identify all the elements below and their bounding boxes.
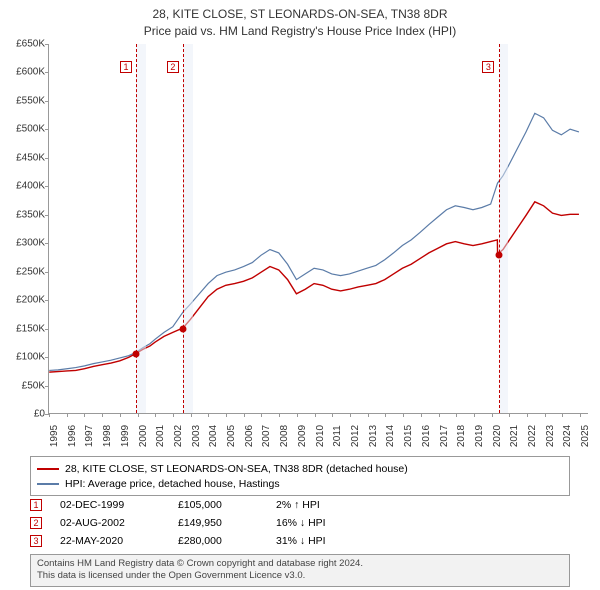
- x-tick-label: 2019: [474, 425, 485, 447]
- footer-line-1: Contains HM Land Registry data © Crown c…: [37, 558, 563, 570]
- title-block: 28, KITE CLOSE, ST LEONARDS-ON-SEA, TN38…: [0, 0, 600, 40]
- event-date: 02-DEC-1999: [60, 499, 160, 511]
- footer-attribution: Contains HM Land Registry data © Crown c…: [30, 554, 570, 587]
- event-band: [499, 44, 509, 413]
- y-tick-label: £400K: [5, 181, 45, 192]
- x-tick-label: 1996: [67, 425, 78, 447]
- legend-box: 28, KITE CLOSE, ST LEONARDS-ON-SEA, TN38…: [30, 456, 570, 496]
- x-tick-label: 2007: [261, 425, 272, 447]
- x-tick-label: 1995: [49, 425, 60, 447]
- event-row: 3 22-MAY-2020 £280,000 31% ↓ HPI: [30, 532, 570, 550]
- y-tick-label: £50K: [5, 380, 45, 391]
- event-price: £105,000: [178, 499, 258, 511]
- event-date: 02-AUG-2002: [60, 517, 160, 529]
- price-dot: [495, 251, 502, 258]
- x-tick-label: 2003: [191, 425, 202, 447]
- event-band: [136, 44, 146, 413]
- event-marker-icon: 1: [120, 61, 132, 73]
- x-tick-label: 2012: [350, 425, 361, 447]
- y-tick-label: £600K: [5, 67, 45, 78]
- x-tick-label: 2009: [297, 425, 308, 447]
- x-tick-label: 2002: [173, 425, 184, 447]
- x-tick-label: 2018: [456, 425, 467, 447]
- legend-row: HPI: Average price, detached house, Hast…: [37, 476, 563, 491]
- events-table: 1 02-DEC-1999 £105,000 2% ↑ HPI 2 02-AUG…: [30, 496, 570, 550]
- event-vline: [183, 44, 184, 413]
- y-tick-label: £0: [5, 409, 45, 420]
- x-tick-label: 2013: [368, 425, 379, 447]
- x-tick-label: 1997: [84, 425, 95, 447]
- x-tick-label: 2000: [138, 425, 149, 447]
- title-subtitle: Price paid vs. HM Land Registry's House …: [0, 23, 600, 40]
- event-diff: 31% ↓ HPI: [276, 535, 386, 547]
- event-marker-icon: 2: [30, 517, 42, 529]
- y-tick-label: £200K: [5, 295, 45, 306]
- legend-label-series-1: HPI: Average price, detached house, Hast…: [65, 478, 280, 490]
- figure-container: 28, KITE CLOSE, ST LEONARDS-ON-SEA, TN38…: [0, 0, 600, 590]
- x-tick-label: 2025: [580, 425, 591, 447]
- event-marker-icon: 3: [30, 535, 42, 547]
- event-diff: 2% ↑ HPI: [276, 499, 386, 511]
- y-tick-label: £350K: [5, 209, 45, 220]
- y-tick-label: £250K: [5, 266, 45, 277]
- event-price: £280,000: [178, 535, 258, 547]
- legend-label-series-0: 28, KITE CLOSE, ST LEONARDS-ON-SEA, TN38…: [65, 463, 408, 475]
- price-dot: [133, 351, 140, 358]
- event-vline: [499, 44, 500, 413]
- y-tick-label: £550K: [5, 95, 45, 106]
- y-tick-label: £100K: [5, 352, 45, 363]
- x-tick-label: 1998: [102, 425, 113, 447]
- x-tick-label: 2021: [509, 425, 520, 447]
- x-tick-label: 2016: [421, 425, 432, 447]
- event-band: [183, 44, 193, 413]
- x-tick-label: 2014: [385, 425, 396, 447]
- y-tick-label: £500K: [5, 124, 45, 135]
- y-tick-label: £150K: [5, 323, 45, 334]
- footer-line-2: This data is licensed under the Open Gov…: [37, 570, 563, 582]
- legend-row: 28, KITE CLOSE, ST LEONARDS-ON-SEA, TN38…: [37, 461, 563, 476]
- x-tick-label: 2006: [244, 425, 255, 447]
- event-marker-icon: 1: [30, 499, 42, 511]
- event-marker-icon: 3: [482, 61, 494, 73]
- event-date: 22-MAY-2020: [60, 535, 160, 547]
- x-tick-label: 2022: [527, 425, 538, 447]
- x-tick-label: 2008: [279, 425, 290, 447]
- y-tick-label: £650K: [5, 39, 45, 50]
- x-tick-label: 2017: [439, 425, 450, 447]
- x-tick-label: 1999: [120, 425, 131, 447]
- legend-swatch-series-1: [37, 483, 59, 485]
- x-tick-label: 2020: [492, 425, 503, 447]
- x-tick-label: 2004: [208, 425, 219, 447]
- x-tick-label: 2001: [155, 425, 166, 447]
- event-row: 2 02-AUG-2002 £149,950 16% ↓ HPI: [30, 514, 570, 532]
- x-tick-label: 2011: [332, 425, 343, 447]
- title-address: 28, KITE CLOSE, ST LEONARDS-ON-SEA, TN38…: [0, 6, 600, 23]
- legend-swatch-series-0: [37, 468, 59, 470]
- event-diff: 16% ↓ HPI: [276, 517, 386, 529]
- x-tick-label: 2023: [545, 425, 556, 447]
- x-tick-label: 2010: [315, 425, 326, 447]
- x-tick-label: 2015: [403, 425, 414, 447]
- event-price: £149,950: [178, 517, 258, 529]
- chart-plot-area: £0£50K£100K£150K£200K£250K£300K£350K£400…: [48, 44, 588, 414]
- y-tick-label: £450K: [5, 152, 45, 163]
- price-dot: [180, 325, 187, 332]
- event-marker-icon: 2: [167, 61, 179, 73]
- x-tick-label: 2024: [562, 425, 573, 447]
- x-tick-label: 2005: [226, 425, 237, 447]
- y-tick-label: £300K: [5, 238, 45, 249]
- event-row: 1 02-DEC-1999 £105,000 2% ↑ HPI: [30, 496, 570, 514]
